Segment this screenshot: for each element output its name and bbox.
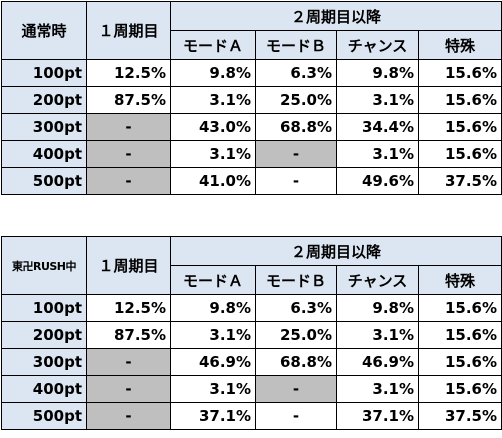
chance-cell: 37.1% <box>336 402 419 430</box>
row-label-pt: 200pt <box>1 86 87 114</box>
rush-mode-table: 東卍RUSH中 １周期目 ２周期目以降 モードＡ モードＢ チャンス 特殊 10… <box>1 236 502 430</box>
mode-a-cell: 3.1% <box>170 86 256 114</box>
mode-b-cell: - <box>255 167 337 195</box>
row-label-pt: 400pt <box>1 140 87 168</box>
first-cycle-cell: - <box>86 167 171 195</box>
mode-a-cell: 37.1% <box>170 402 256 430</box>
row-label-pt: 100pt <box>1 294 87 322</box>
corner-label: 通常時 <box>1 1 87 60</box>
chance-cell: 3.1% <box>336 86 419 114</box>
chance-cell: 3.1% <box>336 321 419 349</box>
chance-cell: 49.6% <box>336 167 419 195</box>
mode-b-cell: - <box>255 375 337 403</box>
first-cycle-cell: 87.5% <box>86 86 171 114</box>
special-cell: 15.6% <box>417 321 502 349</box>
table-row: 500pt -41.0% -49.6% 37.5% <box>1 167 502 195</box>
table-row: 100pt 12.5% 9.8% 6.3% 9.8% 15.6% <box>1 59 502 87</box>
second-cycle-header: ２周期目以降 <box>169 1 502 31</box>
row-label-pt: 100pt <box>1 59 87 87</box>
first-cycle-cell: - <box>86 348 171 376</box>
second-cycle-header: ２周期目以降 <box>169 236 502 266</box>
mode-a-header: モードＡ <box>170 30 256 60</box>
normal-mode-table: 通常時 １周期目 ２周期目以降 モードＡ モードＢ チャンス 特殊 100pt 1… <box>1 1 502 195</box>
table-row: 300pt -46.9% 68.8% 46.9% 15.6% <box>1 348 502 376</box>
mode-b-cell: 25.0% <box>255 86 337 114</box>
mode-a-cell: 9.8% <box>170 294 256 322</box>
corner-label: 東卍RUSH中 <box>1 236 87 295</box>
special-cell: 15.6% <box>417 348 502 376</box>
table-row: 400pt -3.1% -3.1% 15.6% <box>1 140 502 168</box>
first-cycle-cell: 12.5% <box>86 59 171 87</box>
chance-cell: 9.8% <box>336 294 419 322</box>
chance-cell: 46.9% <box>336 348 419 376</box>
row-label-pt: 500pt <box>1 402 87 430</box>
chance-cell: 3.1% <box>336 140 419 168</box>
mode-a-cell: 3.1% <box>170 140 256 168</box>
mode-b-cell: - <box>255 140 337 168</box>
row-label-pt: 500pt <box>1 167 87 195</box>
row-label-pt: 400pt <box>1 375 87 403</box>
table-body: 100pt 12.5% 9.8% 6.3% 9.8% 15.6% 200pt 87.5% 3.1… <box>1 294 502 430</box>
special-cell: 15.6% <box>417 113 502 141</box>
table-row: 500pt -37.1% -37.1% 37.5% <box>1 402 502 430</box>
chance-cell: 3.1% <box>336 375 419 403</box>
mode-a-cell: 46.9% <box>170 348 256 376</box>
table-row: 200pt 87.5% 3.1% 25.0% 3.1% 15.6% <box>1 321 502 349</box>
mode-header-row: モードＡ モードＢ チャンス 特殊 <box>2 265 502 295</box>
first-cycle-cell: - <box>86 402 171 430</box>
mode-a-cell: 3.1% <box>170 321 256 349</box>
special-cell: 15.6% <box>417 140 502 168</box>
special-cell: 15.6% <box>417 294 502 322</box>
special-cell: 15.6% <box>417 375 502 403</box>
row-label-pt: 200pt <box>1 321 87 349</box>
table-row: 300pt -43.0% 68.8% 34.4% 15.6% <box>1 113 502 141</box>
mode-a-cell: 3.1% <box>170 375 256 403</box>
mode-a-cell: 43.0% <box>170 113 256 141</box>
mode-b-cell: 25.0% <box>255 321 337 349</box>
chance-cell: 9.8% <box>336 59 419 87</box>
special-cell: 37.5% <box>417 402 502 430</box>
special-cell: 15.6% <box>417 59 502 87</box>
mode-b-cell: - <box>255 402 337 430</box>
first-cycle-cell: - <box>86 140 171 168</box>
special-cell: 15.6% <box>417 86 502 114</box>
first-cycle-cell: - <box>86 375 171 403</box>
mode-b-cell: 68.8% <box>255 348 337 376</box>
table-body: 100pt 12.5% 9.8% 6.3% 9.8% 15.6% 200pt 87.5% 3.1… <box>1 59 502 195</box>
chance-cell: 34.4% <box>336 113 419 141</box>
mode-b-cell: 68.8% <box>255 113 337 141</box>
mode-a-cell: 9.8% <box>170 59 256 87</box>
mode-b-cell: 6.3% <box>255 59 337 87</box>
table-row: 400pt -3.1% -3.1% 15.6% <box>1 375 502 403</box>
mode-b-header: モードＢ <box>255 265 337 295</box>
chance-header: チャンス <box>336 30 419 60</box>
mode-a-cell: 41.0% <box>170 167 256 195</box>
mode-b-header: モードＢ <box>255 30 337 60</box>
first-cycle-cell: 87.5% <box>86 321 171 349</box>
first-cycle-cell: - <box>86 113 171 141</box>
table-row: 200pt 87.5% 3.1% 25.0% 3.1% 15.6% <box>1 86 502 114</box>
chance-header: チャンス <box>336 265 419 295</box>
special-header: 特殊 <box>417 265 502 295</box>
first-cycle-header: １周期目 <box>86 236 171 295</box>
first-cycle-header: １周期目 <box>86 1 171 60</box>
table-header-row: 通常時 １周期目 ２周期目以降 <box>1 1 502 60</box>
mode-a-header: モードＡ <box>170 265 256 295</box>
special-header: 特殊 <box>417 30 502 60</box>
first-cycle-cell: 12.5% <box>86 294 171 322</box>
row-label-pt: 300pt <box>1 113 87 141</box>
table-row: 100pt 12.5% 9.8% 6.3% 9.8% 15.6% <box>1 294 502 322</box>
mode-header-row: モードＡ モードＢ チャンス 特殊 <box>2 30 502 60</box>
special-cell: 37.5% <box>417 167 502 195</box>
row-label-pt: 300pt <box>1 348 87 376</box>
table-header-row: 東卍RUSH中 １周期目 ２周期目以降 <box>1 236 502 295</box>
mode-b-cell: 6.3% <box>255 294 337 322</box>
